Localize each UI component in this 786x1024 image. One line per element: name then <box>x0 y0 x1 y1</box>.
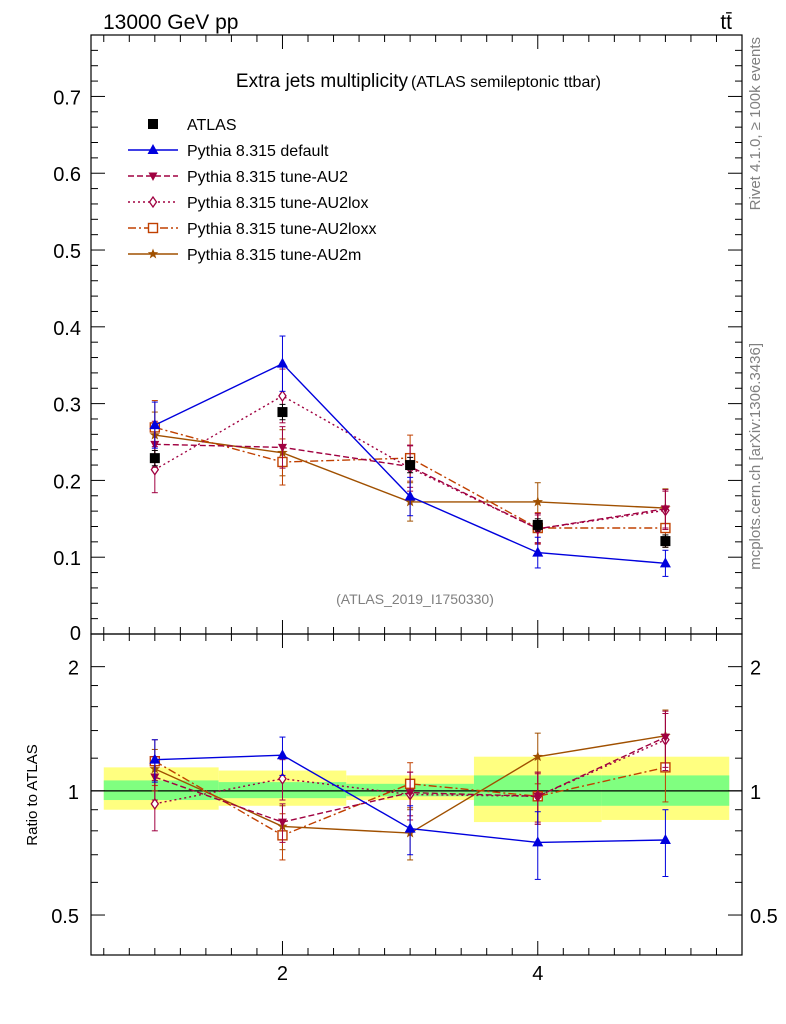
ratio-data-point <box>659 834 671 845</box>
legend-item: Pythia 8.315 default <box>128 143 329 160</box>
ratio-y-tick-label-right: 2 <box>750 658 761 680</box>
ratio-data-point <box>405 789 415 798</box>
legend-marker <box>147 248 159 259</box>
data-point <box>659 557 671 568</box>
ratio-data-point <box>150 797 160 810</box>
data-point <box>277 443 287 453</box>
series-pythia-8-315-default <box>149 335 671 577</box>
ratio-frame <box>90 633 743 956</box>
ratio-y-tick-label: 1 <box>68 782 79 804</box>
data-point <box>404 490 416 501</box>
ratio-data-point <box>404 822 416 833</box>
ratio-y-tick-label-right: 1 <box>750 782 761 804</box>
analysis-watermark: (ATLAS_2019_I1750330) <box>336 591 494 607</box>
ratio-y-tick-label: 0.5 <box>51 906 79 928</box>
ratio-y-tick-label-right: 0.5 <box>750 906 778 928</box>
ratio-axes: 0.5 0.5 1 1 2 2 2 4 <box>51 633 778 985</box>
data-point <box>405 460 416 471</box>
data-point <box>660 536 671 547</box>
main-y-tick-label: 0.7 <box>53 87 81 109</box>
legend: ATLAS Pythia 8.315 default Pythia 8.315 tu… <box>128 117 376 264</box>
energy-label: 13000 GeV pp <box>103 11 238 34</box>
main-y-tick-label: 0.6 <box>53 164 81 186</box>
ratio-data-point <box>278 772 287 785</box>
main-y-tick-label: 0.4 <box>53 318 81 340</box>
data-point <box>660 505 670 514</box>
legend-marker <box>148 172 158 181</box>
data-point <box>532 519 543 530</box>
legend-marker <box>147 222 159 234</box>
data-point <box>149 453 160 464</box>
legend-label: Pythia 8.315 default <box>187 143 329 160</box>
chart-title: Extra jets multiplicity <box>236 71 409 92</box>
ratio-series-line <box>154 760 666 837</box>
series-atlas <box>149 403 671 548</box>
data-point <box>149 419 161 430</box>
ratio-series-line <box>154 739 666 805</box>
legend-label: Pythia 8.315 tune-AU2loxx <box>187 221 376 238</box>
ratio-series-pythia-8-315-default <box>149 736 671 880</box>
ratio-data-point <box>532 836 544 847</box>
ratio-data-point <box>276 749 288 760</box>
ratio-data-point <box>532 751 543 762</box>
main-y-tick-label: 0.2 <box>53 471 81 493</box>
data-point <box>277 407 288 418</box>
main-y-tick-label: 0.1 <box>53 548 81 570</box>
main-y-tick-label: 0.3 <box>53 395 81 417</box>
data-point <box>278 389 287 403</box>
process-label: tt̄ <box>720 11 732 34</box>
legend-marker <box>148 195 158 209</box>
mcplots-label: mcplots.cern.ch [arXiv:1306.3436] <box>747 343 764 570</box>
legend-marker <box>148 119 158 129</box>
legend-item: ATLAS <box>148 117 237 134</box>
main-y-tick-label: 0.5 <box>53 241 81 263</box>
ratio-panel: Ratio to ATLAS 0.5 0.5 1 1 2 2 2 4 <box>24 633 778 985</box>
data-point <box>532 496 543 507</box>
main-panel: Extra jets multiplicity (ATLAS semilepto… <box>53 34 743 645</box>
legend-item: Pythia 8.315 tune-AU2m <box>128 247 361 264</box>
legend-label: ATLAS <box>187 117 237 134</box>
x-tick-label: 4 <box>532 963 543 985</box>
legend-item: Pythia 8.315 tune-AU2loxx <box>128 221 376 238</box>
x-tick-label: 2 <box>277 963 288 985</box>
legend-item: Pythia 8.315 tune-AU2lox <box>128 195 368 212</box>
ratio-data-point <box>277 818 287 828</box>
ratio-data-point <box>533 792 543 802</box>
main-y-tick-label: 0 <box>70 623 81 645</box>
ratio-data-point <box>149 753 161 764</box>
legend-marker <box>147 144 159 154</box>
ratio-y-tick-label: 2 <box>68 658 79 680</box>
legend-label: Pythia 8.315 tune-AU2lox <box>187 195 368 212</box>
legend-label: Pythia 8.315 tune-AU2 <box>187 169 348 186</box>
data-point <box>276 357 288 368</box>
legend-label: Pythia 8.315 tune-AU2m <box>187 247 361 264</box>
chart-subtitle: (ATLAS semileptonic ttbar) <box>411 74 601 91</box>
data-point <box>532 546 544 557</box>
rivet-version-label: Rivet 4.1.0, ≥ 100k events <box>747 37 764 210</box>
ratio-y-axis-label: Ratio to ATLAS <box>24 744 41 845</box>
legend-item: Pythia 8.315 tune-AU2 <box>128 169 348 186</box>
ratio-data-point <box>660 733 670 743</box>
